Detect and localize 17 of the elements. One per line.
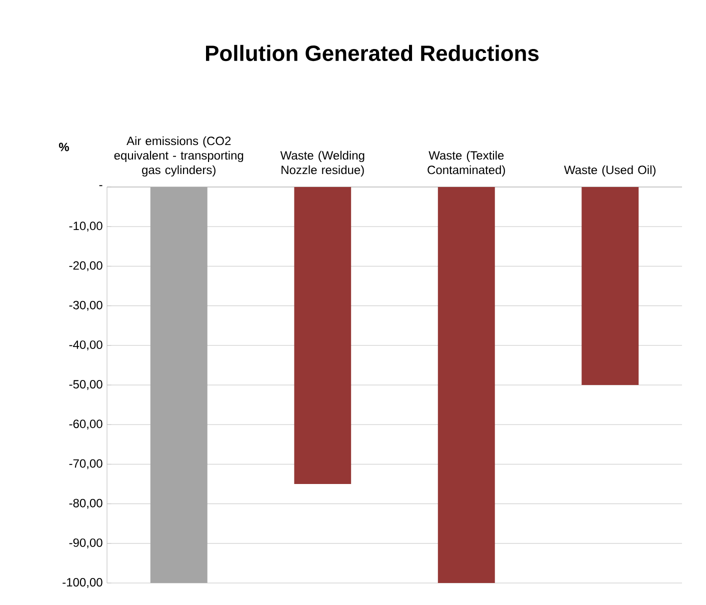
y-tick-label: -90,00: [69, 538, 102, 548]
y-tick-label: -20,00: [69, 261, 102, 272]
y-tick-label: -30,00: [69, 300, 102, 311]
y-tick-label: -50,00: [69, 380, 102, 390]
y-axis-title: %: [58, 142, 70, 152]
x-tick-label: Air emissions (CO2 equivalent - transporting gas cylinders): [114, 136, 244, 177]
x-tick-label: Waste (Used Oil): [564, 165, 656, 177]
y-tick-label: -10,00: [69, 222, 102, 232]
y-tick-label: -70,00: [69, 459, 102, 470]
y-tick-label: -: [99, 185, 102, 186]
y-tick-label: -100,00: [62, 578, 102, 588]
x-tick-label: Waste (Welding Nozzle residue): [280, 150, 364, 177]
chart-title: Pollution Generated Reductions: [206, 44, 539, 62]
y-tick-label: -40,00: [69, 340, 102, 350]
y-tick-label: -60,00: [69, 420, 102, 430]
x-tick-label: Waste (Textile Contaminated): [428, 150, 505, 177]
y-tick-label: -80,00: [69, 498, 102, 509]
